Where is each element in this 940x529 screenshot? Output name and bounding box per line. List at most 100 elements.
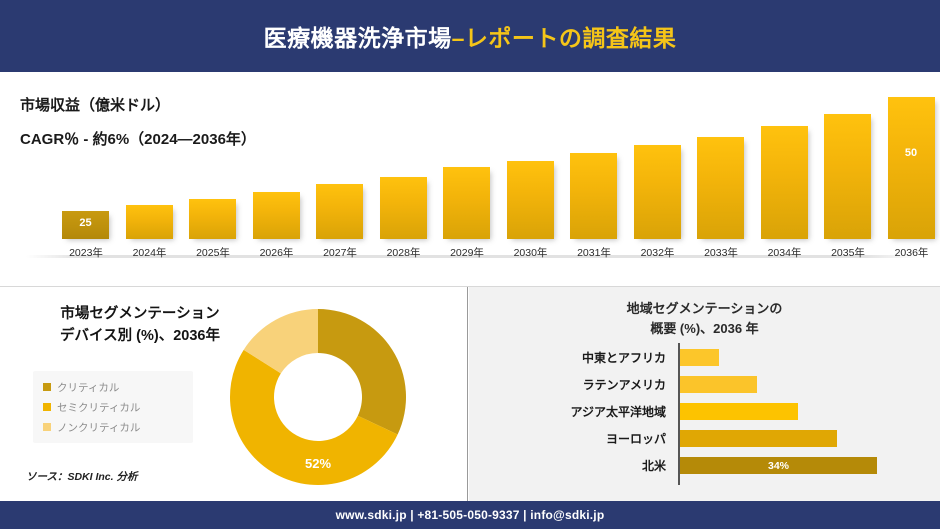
bar-x-axis-label: 2029年 [450, 247, 484, 259]
revenue-bar: 50 [887, 97, 935, 239]
legend-item: ノンクリティカル [43, 420, 185, 435]
footer-banner: www.sdki.jp | +81-505-050-9337 | info@sd… [0, 501, 940, 529]
legend-item-label: クリティカル [57, 381, 120, 394]
bar-column [506, 161, 554, 239]
regional-bar [680, 403, 798, 420]
regional-segmentation-panel: 地域セグメンテーションの 概要 (%)、2036 年 中東とアフリカ ラテンアメリ… [469, 287, 940, 501]
regional-bar-row: アジア太平洋地域 [469, 403, 940, 420]
bar-column [125, 205, 173, 239]
device-segmentation-title: 市場セグメンテーション デバイス別 (%)、2036年 [30, 303, 250, 348]
revenue-bar [316, 184, 363, 239]
bar-x-axis-label: 2030年 [513, 247, 548, 259]
legend-item: セミクリティカル [43, 400, 185, 415]
device-segmentation-title-line1: 市場セグメンテーション [60, 306, 220, 322]
revenue-bar [379, 177, 427, 239]
page-title: 医療機器洗浄市場–レポートの調査結果 [264, 19, 677, 53]
donut-legend: クリティカルセミクリティカル ノンクリティカル [33, 371, 193, 443]
donut-segment [243, 309, 318, 374]
bar-x-axis-label: 2026年 [259, 247, 294, 259]
bar-x-axis-label: 2031年 [577, 247, 611, 259]
bar-x-axis-label: 2024年 [132, 247, 167, 259]
revenue-bar [252, 192, 300, 239]
regional-bar [680, 376, 757, 393]
regional-chart-axis [678, 343, 680, 485]
regional-bar [680, 430, 837, 447]
bar-column [379, 177, 427, 239]
legend-item: クリティカル [43, 380, 185, 395]
bar-column [570, 153, 617, 239]
revenue-bar [506, 161, 554, 239]
bar-value-label: 25 [79, 217, 92, 229]
device-segmentation-title-line2: デバイス別 (%)、2036年 [60, 328, 220, 345]
donut-segment [318, 309, 406, 435]
panel-vertical-divider [467, 287, 468, 501]
page-title-main: 医療機器洗浄市場 [263, 25, 452, 51]
revenue-bar [760, 126, 808, 239]
donut-segment [230, 349, 398, 485]
regional-bar-value-label: 34% [767, 459, 789, 472]
revenue-bar [443, 167, 490, 239]
bar-column [443, 167, 490, 239]
revenue-bar [189, 199, 236, 239]
bar-column [824, 114, 871, 239]
page-title-accent: –レポートの調査結果 [451, 25, 677, 51]
panel-top-divider [0, 286, 940, 287]
bar-x-axis-label: 2028年 [386, 247, 421, 259]
regional-bar-label: 北米 [641, 459, 666, 473]
revenue-bar-chart: 25 2023年 2024年 2025年 2026年 2027年 2028年 2029年 203… [26, 80, 935, 266]
bar-column: 25 [62, 211, 109, 239]
bar-column [697, 137, 744, 239]
revenue-bar [697, 137, 744, 239]
regional-bar-label: ヨーロッパ [605, 432, 666, 446]
regional-bar-label: アジア太平洋地域 [570, 405, 666, 419]
bar-x-axis-label: 2025年 [196, 247, 230, 259]
regional-bar-row: ヨーロッパ [469, 430, 940, 447]
regional-bar-chart: 中東とアフリカ ラテンアメリカアジア太平洋地域ヨーロッパ北米 34% [469, 343, 940, 493]
bar-x-axis-label: 2036年 [894, 247, 929, 259]
donut-chart: 52% [228, 307, 408, 487]
bar-x-axis-label: 2023年 [69, 247, 103, 259]
footer-contact-text: www.sdki.jp | +81-505-050-9337 | info@sd… [335, 508, 605, 522]
regional-bar-row: ラテンアメリカ [469, 376, 940, 393]
regional-segmentation-title-line1: 地域セグメンテーションの [626, 301, 783, 316]
donut-chart-svg [230, 309, 406, 485]
bar-x-axis-label: 2035年 [831, 247, 865, 259]
revenue-caption: 市場収益（億米ドル） [20, 97, 171, 114]
regional-bar-row: 北米 34% [469, 457, 940, 474]
legend-swatch-icon [43, 403, 51, 411]
revenue-bar [125, 205, 173, 239]
revenue-bar [633, 145, 681, 239]
regional-bar [680, 349, 719, 366]
regional-segmentation-title-line2: 概要 (%)、2036 年 [650, 321, 759, 337]
bar-value-label: 50 [904, 147, 918, 159]
regional-bar-label: 中東とアフリカ [581, 351, 666, 365]
legend-swatch-icon [43, 383, 51, 391]
revenue-bar: 25 [62, 211, 109, 239]
lower-panels: 市場セグメンテーション デバイス別 (%)、2036年 クリティカルセミクリティ… [0, 286, 940, 501]
bar-x-axis-label: 2032年 [640, 247, 675, 259]
revenue-cagr-label: CAGR％ - 約6%（2024—2036年） [20, 131, 256, 148]
bar-column [316, 184, 363, 239]
revenue-chart-section: 市場収益（億米ドル） CAGR％ - 約6%（2024—2036年） 25 202… [0, 72, 940, 284]
bar-x-axis-label: 2033年 [704, 247, 738, 259]
bar-column [760, 126, 808, 239]
legend-item-label: ノンクリティカル [57, 421, 141, 434]
source-note: ソース：SDKI Inc. 分析 [26, 471, 138, 483]
regional-bar-row: 中東とアフリカ [469, 349, 940, 366]
legend-swatch-icon [43, 423, 51, 431]
bar-x-axis-label: 2034年 [767, 247, 802, 259]
revenue-bar [570, 153, 617, 239]
revenue-bar [824, 114, 871, 239]
bar-x-axis-label: 2027年 [323, 247, 357, 259]
bar-column [189, 199, 236, 239]
bar-column [633, 145, 681, 239]
regional-bar-label: ラテンアメリカ [582, 378, 666, 392]
regional-segmentation-title: 地域セグメンテーションの 概要 (%)、2036 年 [469, 299, 940, 339]
header-banner: 医療機器洗浄市場–レポートの調査結果 [0, 0, 940, 72]
bar-chart-baseline [26, 255, 918, 258]
device-segmentation-panel: 市場セグメンテーション デバイス別 (%)、2036年 クリティカルセミクリティ… [0, 287, 467, 501]
regional-bar: 34% [680, 457, 877, 474]
legend-item-label: セミクリティカル [57, 401, 141, 414]
bar-column: 50 [887, 97, 935, 239]
